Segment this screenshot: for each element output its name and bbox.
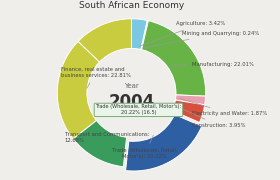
Wedge shape [175, 95, 206, 105]
Title: South African Economy: South African Economy [79, 1, 184, 10]
Text: Construction: 3.95%: Construction: 3.95% [178, 107, 246, 128]
Text: Year: Year [124, 83, 139, 89]
Wedge shape [141, 21, 148, 50]
Text: Trade (Wholesale, Retail,
Motor's): 20.22%: Trade (Wholesale, Retail, Motor's): 20.2… [112, 135, 178, 159]
Wedge shape [142, 21, 206, 96]
Wedge shape [172, 100, 205, 122]
Wedge shape [126, 114, 202, 171]
Text: Agriculture: 3.42%: Agriculture: 3.42% [139, 21, 225, 46]
Wedge shape [73, 120, 127, 167]
Wedge shape [131, 19, 147, 50]
Text: 2004: 2004 [108, 93, 155, 111]
Text: Mining and Quarrying: 0.24%: Mining and Quarrying: 0.24% [144, 31, 259, 48]
Wedge shape [78, 19, 131, 62]
Text: Trade (Wholesale, Retail, Motor's):
20.22% (16.5): Trade (Wholesale, Retail, Motor's): 20.2… [95, 104, 181, 115]
Text: Transport and Communications:
12.68%: Transport and Communications: 12.68% [65, 132, 149, 143]
Text: Finance, real estate and
business services: 22.81%: Finance, real estate and business servic… [61, 67, 131, 88]
Wedge shape [57, 41, 99, 139]
Text: Manufacturing: 22.01%: Manufacturing: 22.01% [171, 62, 254, 67]
Text: Electricity and Water: 1.87%: Electricity and Water: 1.87% [180, 98, 267, 116]
